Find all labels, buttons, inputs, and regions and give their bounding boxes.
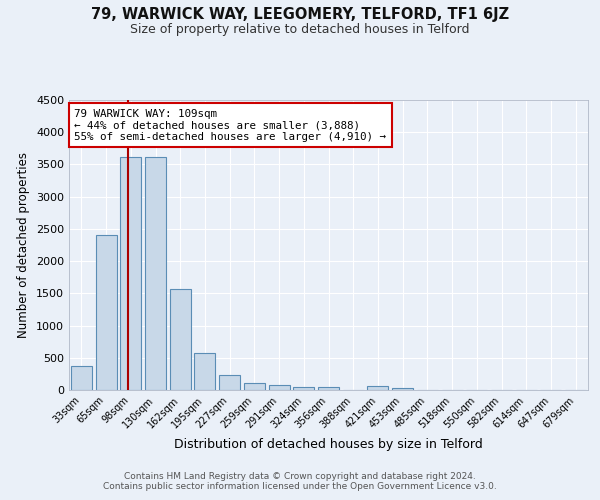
Bar	[269, 386, 290, 390]
Bar	[95, 236, 116, 390]
Bar	[244, 382, 265, 390]
Bar	[71, 366, 92, 390]
Bar	[120, 156, 141, 390]
Bar	[194, 352, 215, 390]
Bar	[392, 388, 413, 390]
Bar	[367, 386, 388, 390]
Text: Size of property relative to detached houses in Telford: Size of property relative to detached ho…	[130, 22, 470, 36]
Text: 79 WARWICK WAY: 109sqm
← 44% of detached houses are smaller (3,888)
55% of semi-: 79 WARWICK WAY: 109sqm ← 44% of detached…	[74, 108, 386, 142]
Bar	[170, 290, 191, 390]
Bar	[293, 387, 314, 390]
Text: 79, WARWICK WAY, LEEGOMERY, TELFORD, TF1 6JZ: 79, WARWICK WAY, LEEGOMERY, TELFORD, TF1…	[91, 8, 509, 22]
Text: Contains HM Land Registry data © Crown copyright and database right 2024.
Contai: Contains HM Land Registry data © Crown c…	[103, 472, 497, 491]
Y-axis label: Number of detached properties: Number of detached properties	[17, 152, 31, 338]
Bar	[219, 374, 240, 390]
X-axis label: Distribution of detached houses by size in Telford: Distribution of detached houses by size …	[174, 438, 483, 451]
Bar	[318, 388, 339, 390]
Bar	[145, 156, 166, 390]
